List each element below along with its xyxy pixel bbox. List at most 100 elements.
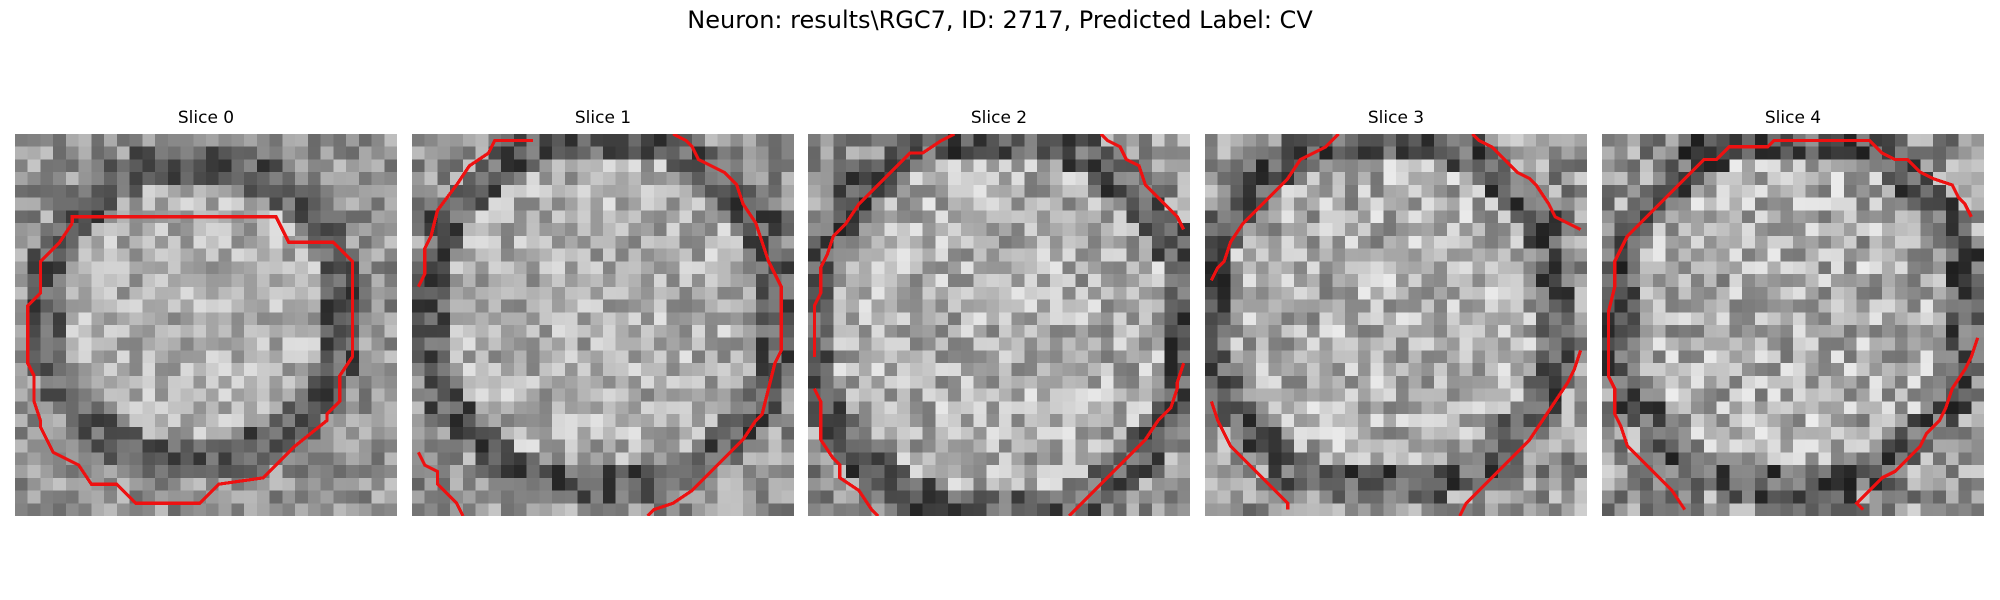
- pixel: [1151, 350, 1165, 364]
- pixel: [307, 363, 321, 377]
- pixel: [129, 439, 143, 453]
- pixel: [384, 426, 397, 440]
- pixel: [935, 248, 949, 262]
- pixel: [1421, 286, 1435, 300]
- pixel: [1383, 439, 1397, 453]
- pixel: [1665, 350, 1679, 364]
- pixel: [424, 184, 438, 198]
- pixel: [1818, 299, 1832, 313]
- pixel: [269, 337, 283, 351]
- pixel: [577, 388, 591, 402]
- pixel: [1306, 210, 1320, 224]
- pixel: [1574, 299, 1587, 313]
- pixel: [653, 274, 667, 288]
- pixel: [116, 325, 130, 338]
- pixel: [1678, 452, 1692, 466]
- pixel: [935, 388, 949, 402]
- pixel: [1421, 210, 1435, 224]
- pixel: [1831, 172, 1845, 186]
- pixel: [1818, 235, 1832, 249]
- pixel: [269, 503, 283, 516]
- pixel: [15, 325, 28, 338]
- pixel: [53, 477, 67, 491]
- pixel: [320, 197, 334, 211]
- pixel: [295, 490, 309, 504]
- pixel: [1062, 159, 1076, 173]
- pixel: [1933, 261, 1947, 275]
- pixel: [53, 401, 67, 415]
- pixel: [488, 235, 502, 249]
- pixel: [808, 350, 821, 364]
- pixel: [167, 401, 181, 415]
- pixel: [295, 159, 309, 173]
- pixel: [768, 197, 782, 211]
- pixel: [1281, 134, 1295, 147]
- pixel: [539, 375, 553, 389]
- pixel: [1126, 235, 1140, 249]
- pixel: [858, 337, 872, 351]
- pixel: [1164, 184, 1178, 198]
- pixel: [922, 375, 936, 389]
- figure-title: Neuron: results\RGC7, ID: 2717, Predicte…: [687, 6, 1313, 34]
- pixel: [1678, 159, 1692, 173]
- pixel: [384, 261, 397, 275]
- pixel: [27, 503, 41, 516]
- pixel: [1523, 210, 1537, 224]
- pixel: [526, 414, 540, 428]
- pixel: [104, 299, 118, 313]
- pixel: [53, 312, 67, 326]
- pixel: [1217, 210, 1231, 224]
- pixel: [256, 223, 270, 237]
- pixel: [1729, 312, 1743, 326]
- pixel: [755, 452, 769, 466]
- pixel: [1113, 350, 1127, 364]
- pixel: [628, 146, 642, 160]
- pixel: [1933, 337, 1947, 351]
- pixel: [78, 312, 92, 326]
- pixel: [1370, 401, 1384, 415]
- pixel: [1075, 184, 1089, 198]
- pixel: [1332, 210, 1346, 224]
- pixel: [1446, 299, 1460, 313]
- pixel: [1678, 337, 1692, 351]
- pixel: [1665, 337, 1679, 351]
- pixel: [1357, 401, 1371, 415]
- pixel: [1574, 465, 1587, 479]
- pixel: [1294, 325, 1308, 338]
- pixel: [577, 274, 591, 288]
- pixel: [180, 439, 194, 453]
- pixel: [922, 465, 936, 479]
- pixel: [1933, 197, 1947, 211]
- pixel: [1665, 172, 1679, 186]
- pixel: [666, 261, 680, 275]
- pixel: [1446, 210, 1460, 224]
- pixel: [641, 401, 655, 415]
- pixel: [1678, 350, 1692, 364]
- pixel: [1729, 235, 1743, 249]
- pixel: [371, 210, 385, 224]
- pixel: [1126, 146, 1140, 160]
- pixel: [269, 274, 283, 288]
- pixel: [1024, 477, 1038, 491]
- pixel: [526, 235, 540, 249]
- pixel: [488, 197, 502, 211]
- pixel: [755, 439, 769, 453]
- pixel: [256, 172, 270, 186]
- pixel: [730, 146, 744, 160]
- pixel: [973, 337, 987, 351]
- pixel: [1703, 439, 1717, 453]
- pixel: [320, 172, 334, 186]
- pixel: [1037, 146, 1051, 160]
- pixel: [1640, 477, 1654, 491]
- pixel: [526, 363, 540, 377]
- pixel: [1574, 261, 1587, 275]
- pixel: [1345, 210, 1359, 224]
- pixel: [1357, 414, 1371, 428]
- pixel: [1383, 401, 1397, 415]
- pixel: [1805, 337, 1819, 351]
- pixel: [244, 312, 258, 326]
- pixel: [1510, 426, 1524, 440]
- pixel: [526, 439, 540, 453]
- pixel: [167, 325, 181, 338]
- pixel: [475, 414, 489, 428]
